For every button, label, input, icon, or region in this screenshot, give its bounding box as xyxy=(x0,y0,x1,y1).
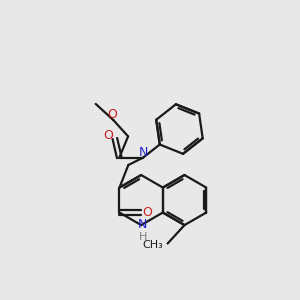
Text: N: N xyxy=(138,218,147,231)
Text: N: N xyxy=(138,146,148,159)
Text: O: O xyxy=(107,108,117,121)
Text: H: H xyxy=(139,232,147,242)
Text: CH₃: CH₃ xyxy=(142,240,163,250)
Text: O: O xyxy=(103,129,113,142)
Text: O: O xyxy=(142,206,152,219)
